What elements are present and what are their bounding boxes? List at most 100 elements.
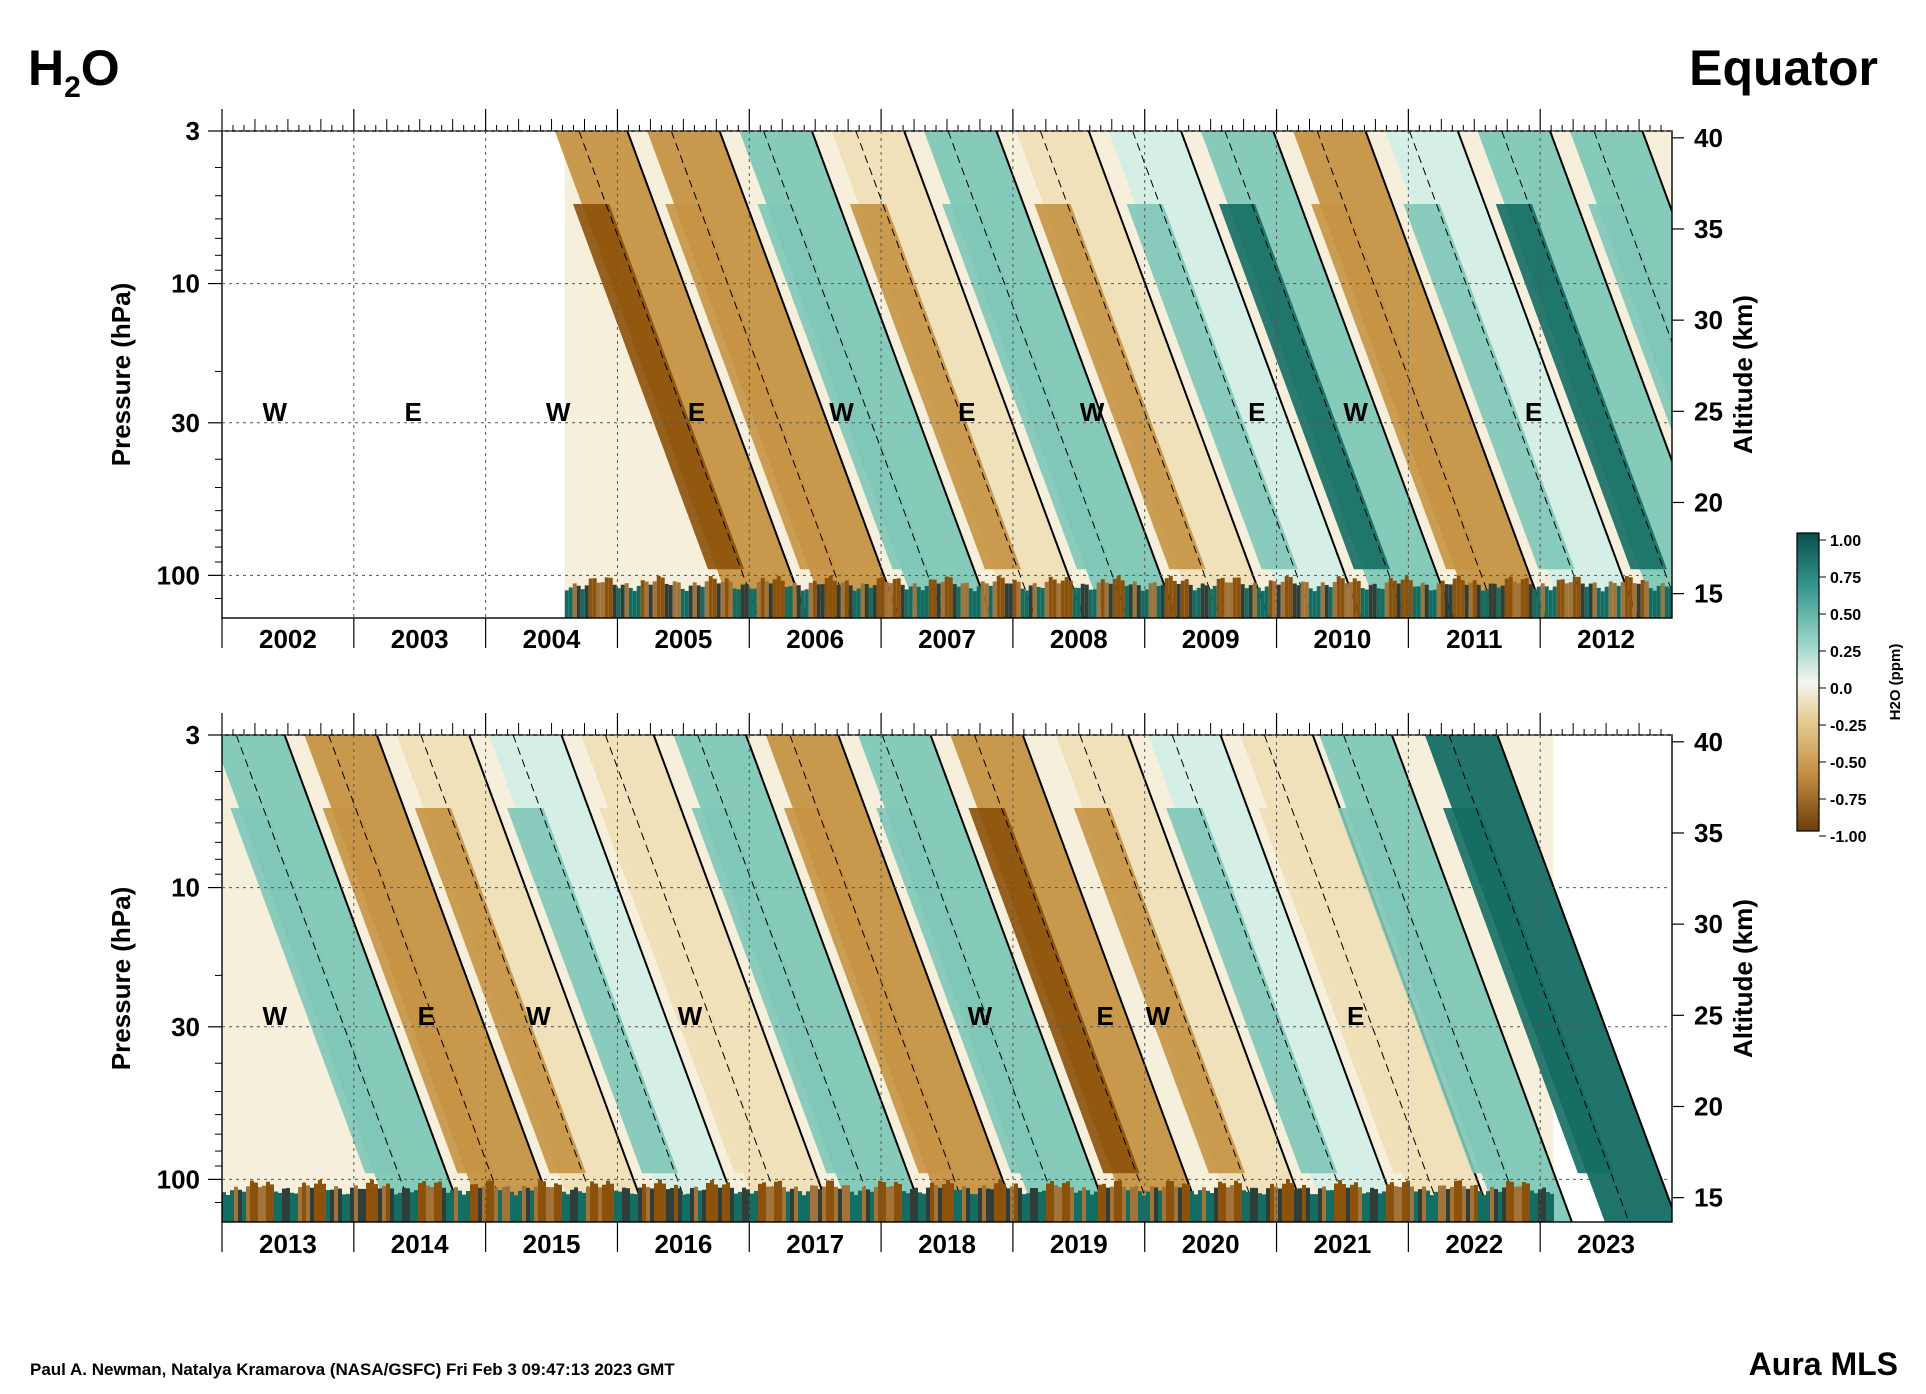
tropopause-noise	[1306, 1187, 1310, 1222]
tropopause-noise	[848, 585, 853, 618]
tropopause-noise	[474, 1184, 478, 1222]
tropopause-noise	[294, 1193, 298, 1222]
anomaly-core	[783, 808, 956, 1174]
zero-contour	[652, 735, 835, 1222]
tropopause-noise	[1188, 584, 1193, 618]
tropopause-noise	[518, 1190, 522, 1222]
x-tick-label: 2004	[523, 624, 581, 654]
tropopause-noise	[454, 1187, 458, 1222]
tropopause-noise	[700, 586, 705, 618]
tropopause-noise	[916, 586, 921, 618]
tropopause-noise	[1162, 1186, 1166, 1222]
tropopause-noise	[1200, 583, 1205, 618]
tropopause-noise	[570, 1189, 574, 1222]
tropopause-noise	[1110, 1186, 1114, 1222]
tropopause-noise	[706, 1183, 710, 1222]
tropopause-noise	[574, 1187, 578, 1222]
tropopause-noise	[880, 576, 885, 618]
anomaly-core	[230, 808, 402, 1174]
tropopause-noise	[414, 1190, 418, 1222]
tropopause-noise	[972, 591, 977, 618]
tropopause-noise	[588, 578, 593, 618]
zero-contour	[1219, 735, 1402, 1222]
tropopause-noise	[1388, 577, 1393, 618]
neg-contour	[512, 735, 694, 1222]
tropopause-noise	[462, 1194, 466, 1222]
x-tick-label: 2015	[523, 1229, 581, 1259]
anomaly-core	[599, 808, 771, 1174]
tropopause-noise	[1170, 1180, 1174, 1222]
tropopause-noise	[828, 575, 833, 618]
neg-contour	[1448, 735, 1630, 1222]
tropopause-noise	[1348, 582, 1353, 618]
tropopause-noise	[794, 1186, 798, 1222]
colorbar-tick-label: 0.75	[1830, 570, 1861, 587]
neg-contour	[763, 131, 945, 618]
tropopause-noise	[1134, 1185, 1138, 1222]
tropopause-noise	[1468, 582, 1473, 618]
tropopause-noise	[1526, 1183, 1530, 1222]
tropopause-noise	[732, 588, 737, 618]
tropopause-noise	[1374, 1189, 1378, 1222]
tropopause-noise	[1440, 580, 1445, 618]
neg-contour	[1501, 131, 1672, 594]
tropopause-noise	[752, 588, 757, 618]
tropopause-noise	[1070, 1187, 1074, 1222]
tropopause-noise	[358, 1188, 362, 1222]
tropopause-noise	[1124, 585, 1129, 618]
neg-contour	[328, 735, 510, 1222]
tropopause-noise	[1178, 1187, 1182, 1222]
tropopause-noise	[1540, 583, 1545, 618]
tropopause-noise	[1280, 581, 1285, 618]
tropopause-noise	[1266, 1188, 1270, 1222]
tropopause-noise	[1376, 588, 1381, 618]
tropopause-noise	[366, 1182, 370, 1222]
anomaly-core	[1258, 808, 1430, 1174]
tropopause-noise	[390, 1188, 394, 1222]
tropopause-noise	[1056, 583, 1061, 618]
tropopause-noise	[1028, 585, 1033, 618]
tropopause-noise	[918, 1192, 922, 1222]
tropopause-noise	[1604, 586, 1609, 618]
tropopause-noise	[1328, 587, 1333, 618]
x-tick-label: 2005	[654, 624, 712, 654]
tropopause-noise	[1166, 1180, 1170, 1222]
tropopause-noise	[610, 1183, 614, 1222]
tropopause-noise	[1040, 588, 1045, 618]
tropopause-noise	[1312, 591, 1317, 618]
tropopause-noise	[1668, 588, 1672, 618]
tropopause-noise	[1332, 581, 1337, 618]
tropopause-noise	[1438, 1185, 1442, 1222]
tropopause-noise	[1338, 1179, 1342, 1222]
anomaly-core	[1073, 808, 1246, 1174]
tropopause-noise	[1098, 1184, 1102, 1222]
tropopause-noise	[704, 581, 709, 618]
pressure-tick-label: 100	[157, 560, 200, 590]
tropopause-noise	[1298, 1188, 1302, 1222]
tropopause-noise	[772, 579, 777, 618]
tropopause-noise	[526, 1187, 530, 1222]
tropopause-noise	[962, 1186, 966, 1222]
tropopause-noise	[270, 1184, 274, 1222]
tropopause-noise	[1072, 587, 1077, 618]
tropopause-noise	[1250, 1187, 1254, 1222]
qbo-phase-label: W	[968, 1001, 993, 1031]
tropopause-noise	[666, 1189, 670, 1222]
tropopause-noise	[726, 1182, 730, 1222]
tropopause-noise	[1344, 583, 1349, 618]
tropopause-noise	[566, 1194, 570, 1222]
tropopause-noise	[506, 1186, 510, 1222]
tropopause-noise	[1008, 583, 1013, 618]
tropopause-noise	[860, 583, 865, 618]
tropopause-noise	[740, 584, 745, 618]
tropopause-noise	[764, 581, 769, 618]
neg-contour	[1039, 131, 1221, 618]
tropopause-noise	[656, 575, 661, 618]
tropopause-noise	[1426, 1190, 1430, 1222]
tropopause-noise	[1288, 577, 1293, 618]
tropopause-noise	[716, 583, 721, 618]
tropopause-noise	[1150, 1186, 1154, 1222]
tropopause-noise	[222, 1192, 226, 1222]
tropopause-noise	[1304, 582, 1309, 618]
tropopause-noise	[1254, 1187, 1258, 1222]
